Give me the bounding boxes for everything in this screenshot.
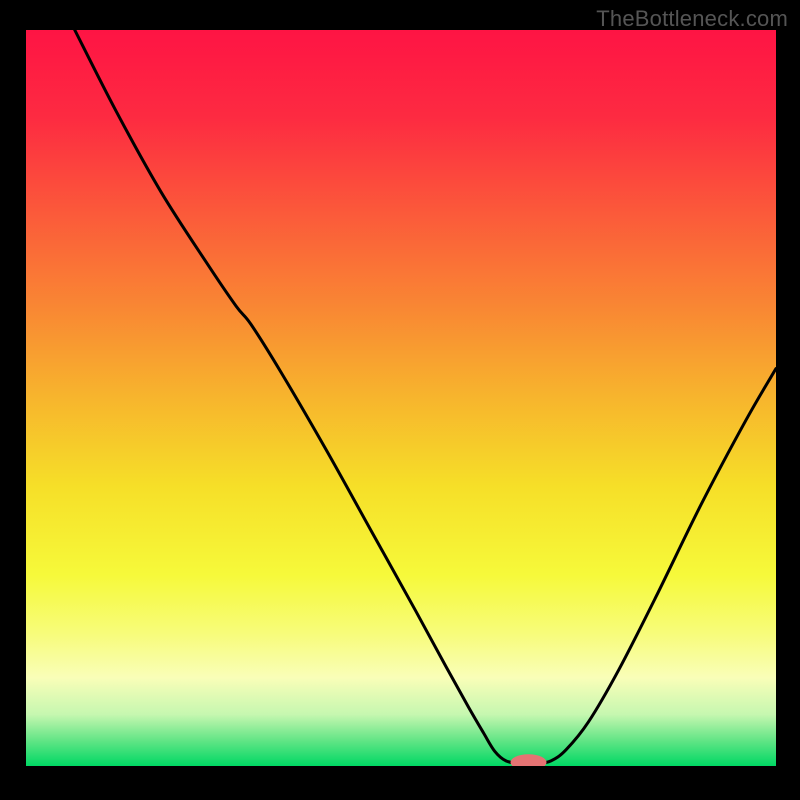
bottleneck-chart <box>0 0 800 800</box>
chart-stage: TheBottleneck.com <box>0 0 800 800</box>
plot-gradient-background <box>26 30 776 766</box>
watermark-text: TheBottleneck.com <box>596 6 788 32</box>
